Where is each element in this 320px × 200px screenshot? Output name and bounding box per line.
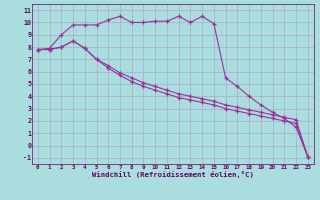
X-axis label: Windchill (Refroidissement éolien,°C): Windchill (Refroidissement éolien,°C) (92, 171, 254, 178)
